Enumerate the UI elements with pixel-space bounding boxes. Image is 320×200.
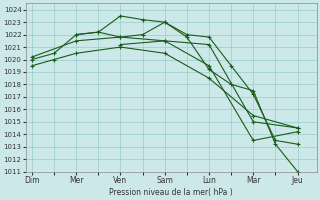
X-axis label: Pression niveau de la mer( hPa ): Pression niveau de la mer( hPa ) (109, 188, 233, 197)
